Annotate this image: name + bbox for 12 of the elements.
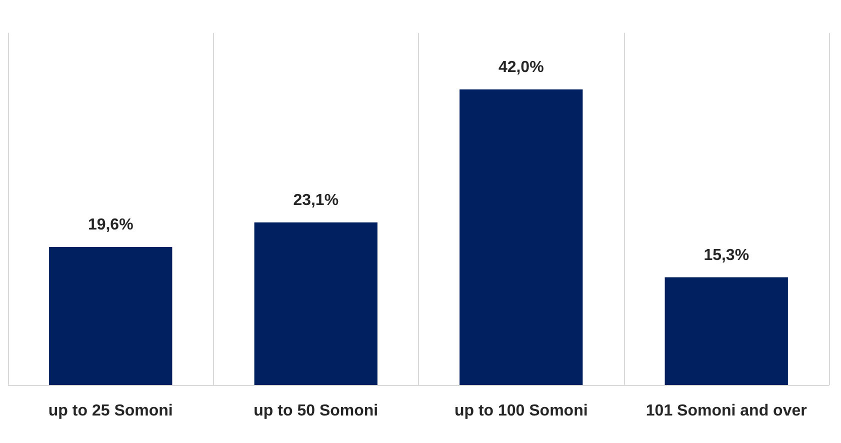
x-tick-label: up to 25 Somoni bbox=[48, 402, 173, 420]
bar bbox=[664, 277, 788, 385]
bar bbox=[254, 222, 378, 385]
data-label: 23,1% bbox=[293, 192, 339, 209]
data-label: 15,3% bbox=[704, 246, 750, 264]
bar bbox=[460, 89, 583, 385]
x-tick-label: up to 50 Somoni bbox=[254, 402, 378, 420]
x-tick-label: up to 100 Somoni bbox=[454, 402, 588, 420]
bar bbox=[49, 247, 172, 385]
x-tick-label: 101 Somoni and over bbox=[646, 402, 807, 420]
data-label: 42,0% bbox=[498, 58, 544, 76]
data-label: 19,6% bbox=[88, 216, 134, 234]
